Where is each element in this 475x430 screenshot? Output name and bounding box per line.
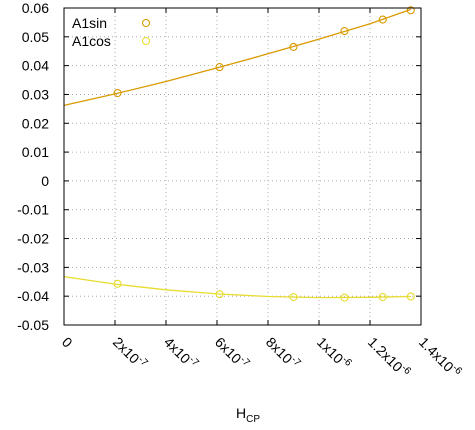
- data-point-a1cos: [113, 279, 122, 288]
- x-tick-label-text: 0: [59, 334, 76, 351]
- y-tick-label: -0.04: [17, 288, 49, 304]
- data-point-a1sin: [215, 63, 224, 72]
- legend-marker-a1sin: [141, 18, 151, 28]
- data-point-a1sin: [113, 88, 122, 98]
- x-tick-label-text: 1.2x10-6: [365, 333, 413, 381]
- x-axis-label-main: H: [236, 405, 246, 421]
- y-tick-labels: 0.06 0.05 0.04 0.03 0.02 0.01 0 -0.01 -0.02 -0.03…: [17, 0, 49, 333]
- y-tick-label: -0.01: [17, 202, 49, 218]
- x-tick-label: 4x10-7: [161, 333, 201, 373]
- x-axis-label: HCP: [236, 405, 260, 425]
- y-tick-label: 0.03: [22, 86, 49, 102]
- plot-frame: [63, 7, 422, 326]
- y-tick-label: -0.03: [17, 259, 49, 275]
- x-tick-label: 1.2x10-6: [365, 333, 413, 381]
- data-point-a1cos: [289, 292, 298, 302]
- y-tick-label: 0.05: [22, 29, 49, 45]
- data-point-a1cos: [215, 290, 224, 299]
- x-tick-label-text: 6x10-7: [212, 333, 252, 373]
- point-layer: [113, 6, 415, 302]
- x-tick-label: 1x10-6: [314, 333, 354, 373]
- x-tick-labels: 0 2x10-7 4x10-7 6x10-7 8x10-7 1x10-6 1.2x10-6 1…: [59, 333, 464, 381]
- x-tick-label: 6x10-7: [212, 333, 252, 373]
- y-tick-label: -0.02: [17, 231, 49, 247]
- x-tick-label: 8x10-7: [263, 333, 303, 373]
- data-point-a1sin: [289, 42, 298, 51]
- x-axis-label-subscript: CP: [246, 414, 260, 425]
- data-point-a1cos: [378, 292, 387, 302]
- y-tick-label: -0.05: [17, 317, 49, 333]
- grid-layer: [63, 7, 422, 326]
- y-tick-label: 0.02: [22, 115, 49, 131]
- data-point-a1cos: [340, 293, 349, 302]
- series-line-a1sin: [63, 8, 412, 107]
- x-tick-label-text: 1x10-6: [314, 333, 354, 373]
- x-tick-label: 1.4x10-6: [416, 333, 464, 381]
- y-tick-label: 0.01: [22, 144, 49, 160]
- x-tick-label: 0: [59, 334, 76, 351]
- legend-marker-a1cos: [141, 36, 151, 46]
- x-tick-label-text: 4x10-7: [161, 333, 201, 373]
- x-tick-label-text: 1.4x10-6: [416, 333, 464, 381]
- data-point-a1sin: [340, 27, 349, 36]
- legend-label-a1sin: A1sin: [72, 15, 107, 31]
- fit-layer: [63, 8, 412, 299]
- y-tick-label: 0: [41, 173, 49, 189]
- legend-label-a1cos: A1cos: [72, 33, 111, 49]
- series-line-a1cos: [63, 275, 411, 299]
- x-tick-label-base: 0: [59, 334, 76, 351]
- x-tick-label-text: 2x10-7: [110, 333, 150, 373]
- data-point-a1cos: [406, 292, 415, 301]
- data-point-a1sin: [378, 15, 387, 24]
- x-tick-label: 2x10-7: [110, 333, 150, 373]
- x-tick-label-text: 8x10-7: [263, 333, 303, 373]
- y-tick-label: 0.04: [22, 58, 49, 74]
- data-point-a1sin: [406, 6, 415, 15]
- y-tick-label: 0.06: [22, 0, 49, 16]
- legend: A1sin A1cos: [72, 15, 151, 49]
